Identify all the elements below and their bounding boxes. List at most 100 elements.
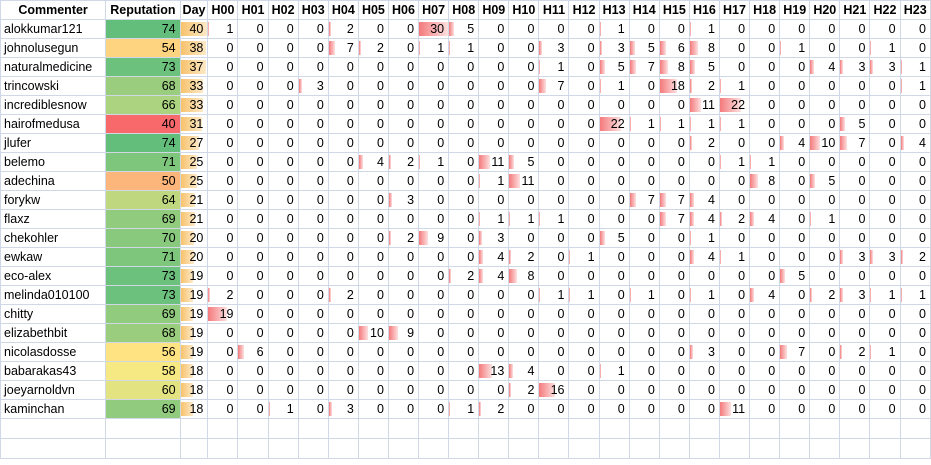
hour-cell[interactable]: 2 [327, 19, 359, 39]
hour-cell[interactable]: 1 [598, 19, 630, 39]
reputation-cell[interactable]: 54 [105, 38, 181, 58]
empty-cell[interactable] [0, 418, 107, 439]
empty-cell[interactable] [839, 418, 871, 439]
hour-cell[interactable]: 0 [688, 380, 720, 400]
hour-cell[interactable]: 0 [387, 57, 420, 77]
hour-cell[interactable]: 5 [839, 114, 871, 134]
hour-cell[interactable]: 0 [327, 133, 359, 153]
hour-cell[interactable]: 0 [658, 399, 690, 419]
hour-cell[interactable]: 11 [718, 399, 751, 419]
hour-cell[interactable]: 0 [598, 152, 630, 172]
hour-cell[interactable]: 0 [568, 342, 600, 362]
commenter-name-cell[interactable]: eco-alex [0, 266, 107, 286]
hour-cell[interactable]: 0 [207, 152, 239, 172]
hour-cell[interactable]: 0 [297, 323, 329, 343]
hour-cell[interactable]: 0 [508, 285, 540, 305]
hour-cell[interactable]: 1 [628, 285, 660, 305]
empty-cell[interactable] [0, 438, 107, 459]
hour-cell[interactable]: 1 [749, 152, 781, 172]
empty-cell[interactable] [658, 438, 690, 459]
hour-cell[interactable]: 0 [749, 266, 781, 286]
hour-cell[interactable]: 0 [508, 114, 540, 134]
hour-cell[interactable]: 2 [478, 399, 510, 419]
hour-cell[interactable]: 1 [688, 228, 720, 248]
hour-cell[interactable]: 0 [418, 380, 450, 400]
hour-cell[interactable]: 0 [749, 19, 781, 39]
column-header-h10[interactable]: H10 [508, 0, 540, 20]
hour-cell[interactable]: 1 [418, 38, 450, 58]
hour-cell[interactable]: 0 [237, 323, 269, 343]
hour-cell[interactable]: 2 [688, 133, 720, 153]
hour-cell[interactable]: 0 [779, 57, 811, 77]
hour-cell[interactable]: 0 [718, 361, 751, 381]
hour-cell[interactable]: 0 [207, 399, 239, 419]
hour-cell[interactable]: 13 [478, 361, 510, 381]
column-header-h19[interactable]: H19 [779, 0, 811, 20]
reputation-cell[interactable]: 71 [105, 152, 181, 172]
hour-cell[interactable]: 0 [207, 190, 239, 210]
hour-cell[interactable]: 0 [448, 285, 480, 305]
hour-cell[interactable]: 0 [508, 19, 540, 39]
hour-cell[interactable]: 0 [538, 361, 570, 381]
hour-cell[interactable]: 2 [508, 380, 540, 400]
commenter-name-cell[interactable]: hairofmedusa [0, 114, 107, 134]
hour-cell[interactable]: 0 [267, 247, 299, 267]
hour-cell[interactable]: 0 [779, 171, 811, 191]
column-header-h09[interactable]: H09 [478, 0, 510, 20]
empty-cell[interactable] [508, 418, 540, 439]
hour-cell[interactable]: 22 [718, 95, 751, 115]
hour-cell[interactable]: 0 [749, 342, 781, 362]
hour-cell[interactable]: 1 [538, 57, 570, 77]
column-header-h13[interactable]: H13 [598, 0, 630, 20]
hour-cell[interactable]: 0 [207, 76, 239, 96]
hour-cell[interactable]: 0 [779, 19, 811, 39]
hour-cell[interactable]: 0 [327, 304, 359, 324]
column-header-h04[interactable]: H04 [327, 0, 359, 20]
hour-cell[interactable]: 1 [628, 114, 660, 134]
hour-cell[interactable]: 0 [297, 152, 329, 172]
hour-cell[interactable]: 0 [267, 304, 299, 324]
hour-cell[interactable]: 2 [839, 342, 871, 362]
hour-cell[interactable]: 0 [478, 190, 510, 210]
hour-cell[interactable]: 0 [267, 19, 299, 39]
reputation-cell[interactable]: 73 [105, 266, 181, 286]
hour-cell[interactable]: 0 [809, 152, 841, 172]
hour-cell[interactable]: 0 [658, 380, 690, 400]
hour-cell[interactable]: 0 [869, 190, 901, 210]
hour-cell[interactable]: 0 [899, 342, 931, 362]
hour-cell[interactable]: 0 [478, 133, 510, 153]
column-header-commenter[interactable]: Commenter [0, 0, 107, 20]
hour-cell[interactable]: 0 [809, 342, 841, 362]
hour-cell[interactable]: 0 [568, 152, 600, 172]
hour-cell[interactable]: 0 [418, 209, 450, 229]
hour-cell[interactable]: 0 [809, 247, 841, 267]
hour-cell[interactable]: 0 [779, 380, 811, 400]
hour-cell[interactable]: 0 [387, 266, 420, 286]
empty-cell[interactable] [418, 438, 450, 459]
hour-cell[interactable]: 0 [267, 133, 299, 153]
hour-cell[interactable]: 0 [237, 19, 269, 39]
hour-cell[interactable]: 0 [809, 323, 841, 343]
hour-cell[interactable]: 0 [658, 133, 690, 153]
hour-cell[interactable]: 0 [207, 323, 239, 343]
hour-cell[interactable]: 0 [869, 133, 901, 153]
empty-cell[interactable] [179, 418, 209, 439]
hour-cell[interactable]: 0 [598, 171, 630, 191]
day-cell[interactable]: 25 [179, 171, 209, 191]
hour-cell[interactable]: 0 [508, 304, 540, 324]
reputation-cell[interactable]: 66 [105, 95, 181, 115]
hour-cell[interactable]: 7 [327, 38, 359, 58]
column-header-h03[interactable]: H03 [297, 0, 329, 20]
hour-cell[interactable]: 0 [508, 228, 540, 248]
hour-cell[interactable]: 0 [899, 266, 931, 286]
hour-cell[interactable]: 0 [508, 342, 540, 362]
hour-cell[interactable]: 0 [598, 247, 630, 267]
empty-cell[interactable] [628, 438, 660, 459]
column-header-h23[interactable]: H23 [899, 0, 931, 20]
commenter-name-cell[interactable]: naturalmedicine [0, 57, 107, 77]
hour-cell[interactable]: 0 [418, 114, 450, 134]
hour-cell[interactable]: 0 [508, 133, 540, 153]
empty-cell[interactable] [538, 418, 570, 439]
reputation-cell[interactable]: 70 [105, 228, 181, 248]
hour-cell[interactable]: 1 [207, 19, 239, 39]
